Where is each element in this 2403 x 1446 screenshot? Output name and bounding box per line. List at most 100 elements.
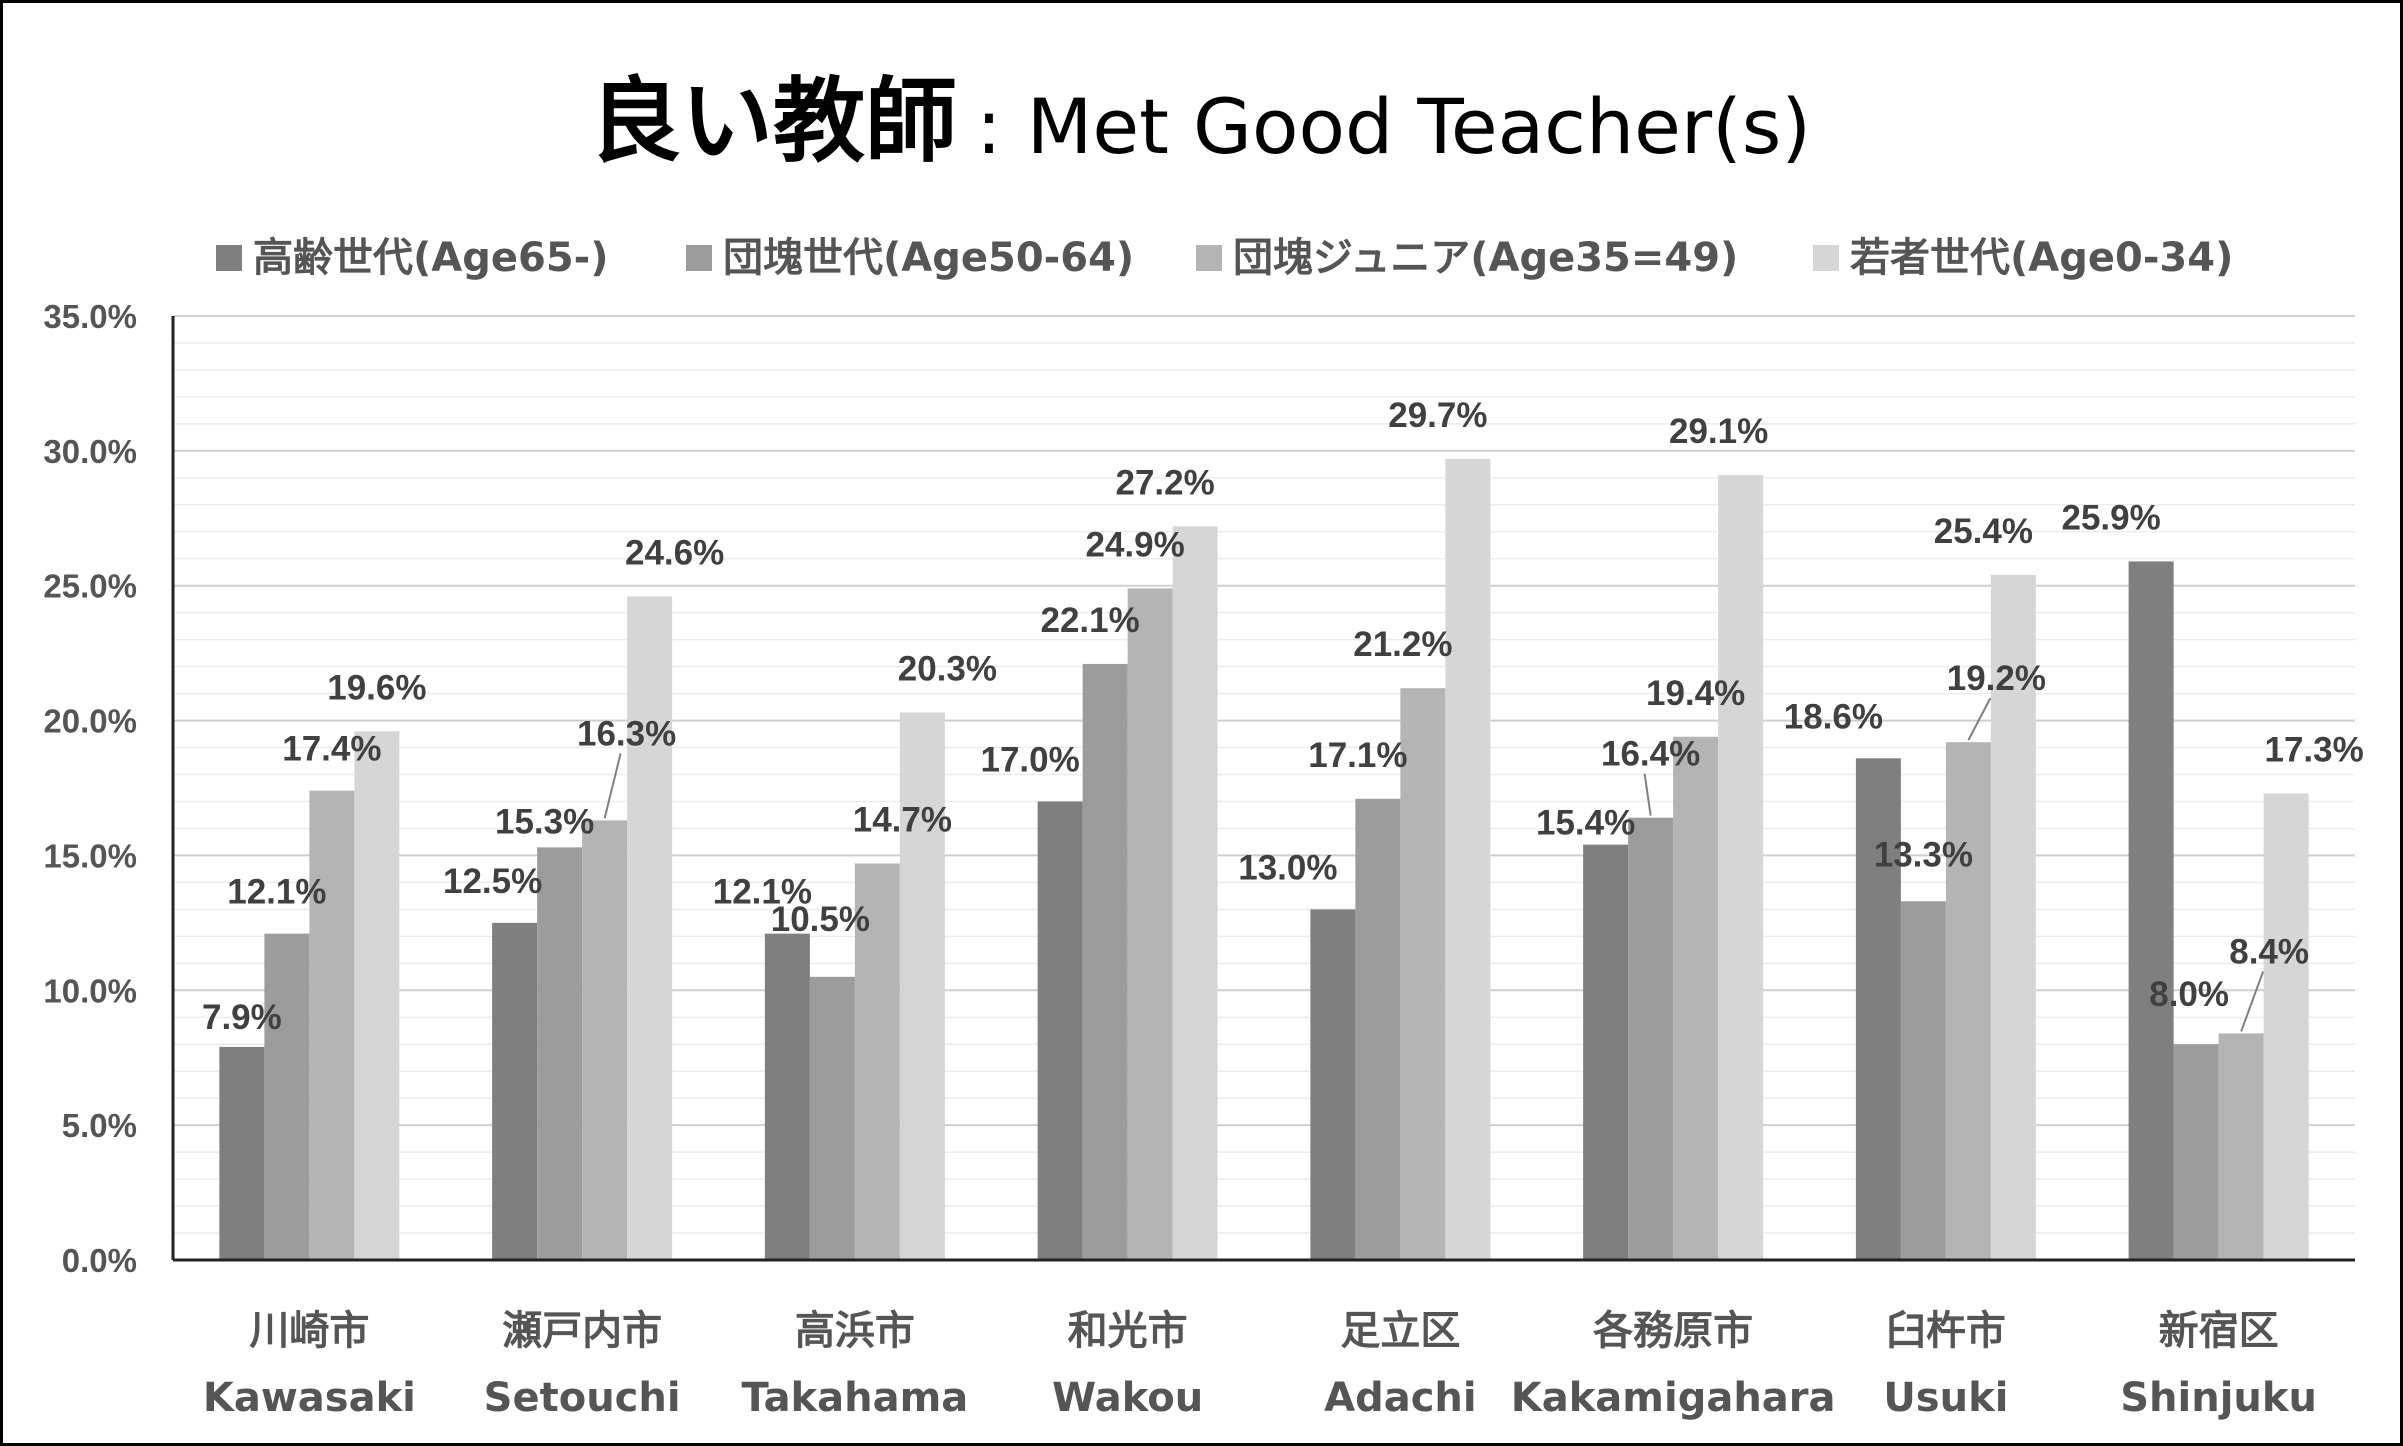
category-label-en: Kakamigahara [1511,1375,1836,1421]
y-tick-label: 10.0% [43,972,137,1009]
bar-4-8 [2263,793,2309,1260]
bar-1-6 [1583,844,1629,1260]
bar-2-6 [1628,817,1674,1260]
bar-2-2 [537,847,583,1260]
data-label: 17.1% [1308,736,1407,775]
y-tick-label: 5.0% [62,1107,137,1144]
legend-label: 高齢世代(Age65-) [253,235,609,281]
data-label: 15.3% [495,802,594,841]
chart-title-separator: : [976,82,1002,171]
category-label-en: Usuki [1883,1375,2008,1421]
bar-2-5 [1355,798,1401,1260]
bar-1-5 [1310,909,1356,1260]
bar-3-6 [1673,736,1719,1260]
data-label: 8.0% [2149,975,2229,1014]
leader-line [1643,773,1652,816]
category-label-en: Wakou [1052,1375,1203,1421]
legend-label: 団塊世代(Age50-64) [723,235,1134,281]
category-label-jp: 各務原市 [1593,1308,1753,1354]
bar-3-1 [309,790,355,1260]
data-label: 10.5% [771,900,870,939]
legend-swatch [216,245,242,271]
chart-title-jp: 良い教師 [589,68,957,175]
chart-svg: 良い教師 : Met Good Teacher(s) 高齢世代(Age65-) 団… [43,68,2364,1421]
bar-1-2 [492,922,538,1260]
bar-4-3 [899,712,945,1260]
data-label: 16.4% [1601,735,1700,774]
data-label: 27.2% [1116,463,1215,502]
category-label-jp: 和光市 [1068,1308,1188,1354]
bar-2-7 [1900,901,1946,1260]
bar-4-2 [627,596,673,1260]
bar-1-7 [1855,758,1901,1260]
data-labels: 7.9% 12.5% 12.1% 17.0% 13.0% 15.4% 18.6% 25.9% 1… [202,396,2364,1037]
bar-3-8 [2218,1033,2264,1260]
data-label: 24.6% [625,534,724,573]
bar-4-6 [1718,475,1764,1260]
category-label-jp: 足立区 [1340,1308,1460,1354]
data-label: 25.9% [2062,498,2161,537]
data-label: 17.3% [2265,730,2364,769]
data-label: 17.4% [282,730,381,769]
category-label-jp: 高浜市 [795,1308,915,1354]
bar-1-8 [2128,561,2174,1260]
legend-label: 団塊ジュニア(Age35=49) [1233,235,1738,281]
y-tick-label: 35.0% [43,298,137,335]
y-tick-label: 15.0% [43,837,137,874]
bar-4-7 [1990,574,2036,1260]
data-label: 19.2% [1947,659,2046,698]
bar-3-4 [1127,588,1173,1260]
legend-swatch [1813,245,1839,271]
data-label: 29.7% [1388,396,1487,435]
category-label-en: Setouchi [484,1375,681,1421]
data-label: 7.9% [202,998,282,1037]
bar-3-5 [1400,688,1446,1260]
chart-title-text: 良い教師 : Met Good Teacher(s) [589,68,1811,175]
data-label: 16.3% [577,714,676,753]
data-label: 18.6% [1784,697,1883,736]
chart-title-en: Met Good Teacher(s) [1027,82,1811,171]
bars [219,458,2309,1260]
data-label: 15.4% [1536,804,1635,843]
bar-2-8 [2173,1044,2219,1260]
data-label: 19.6% [327,668,426,707]
data-label: 12.1% [227,873,326,912]
data-label: 19.4% [1646,674,1745,713]
category-label-en: Adachi [1324,1375,1476,1421]
leader-lines [603,697,2265,1032]
data-label: 13.3% [1874,835,1973,874]
bar-3-7 [1945,742,1991,1260]
category-label-jp: 川崎市 [249,1308,369,1354]
y-tick-label: 30.0% [43,433,137,470]
data-label: 14.7% [853,801,952,840]
category-label-en: Shinjuku [2120,1375,2317,1421]
data-label: 12.5% [443,862,542,901]
data-label: 20.3% [898,649,997,688]
category-label-jp: 瀬戸内市 [502,1308,662,1354]
legend: 高齢世代(Age65-) 団塊世代(Age50-64) 団塊ジュニア(Age35=4… [216,235,2233,281]
data-label: 21.2% [1353,625,1452,664]
leader-line [1967,697,1992,741]
data-label: 25.4% [1934,512,2033,551]
y-axis: 0.0% 5.0% 10.0% 15.0% 20.0% 25.0% 30.0% 35.0% [43,298,175,1279]
bar-1-3 [764,933,810,1260]
category-label-en: Kawasaki [203,1375,416,1421]
bar-1-1 [219,1046,265,1260]
bar-4-4 [1172,526,1218,1260]
data-label: 8.4% [2229,932,2309,971]
leader-line [603,753,622,819]
x-axis: 川崎市 Kawasaki 瀬戸内市 Setouchi 高浜市 Takahama 和光市 Wak… [173,1258,2355,1421]
bar-4-5 [1445,458,1491,1260]
legend-label: 若者世代(Age0-34) [1850,235,2233,281]
bar-2-1 [264,933,310,1260]
data-label: 22.1% [1041,601,1140,640]
bar-3-3 [854,863,900,1260]
bar-2-3 [809,976,855,1260]
data-label: 29.1% [1669,412,1768,451]
data-label: 12.1% [713,873,812,912]
category-label-en: Takahama [741,1375,968,1421]
bar-2-4 [1082,663,1128,1260]
leader-line [2240,971,2265,1032]
category-label-jp: 新宿区 [2159,1308,2279,1354]
